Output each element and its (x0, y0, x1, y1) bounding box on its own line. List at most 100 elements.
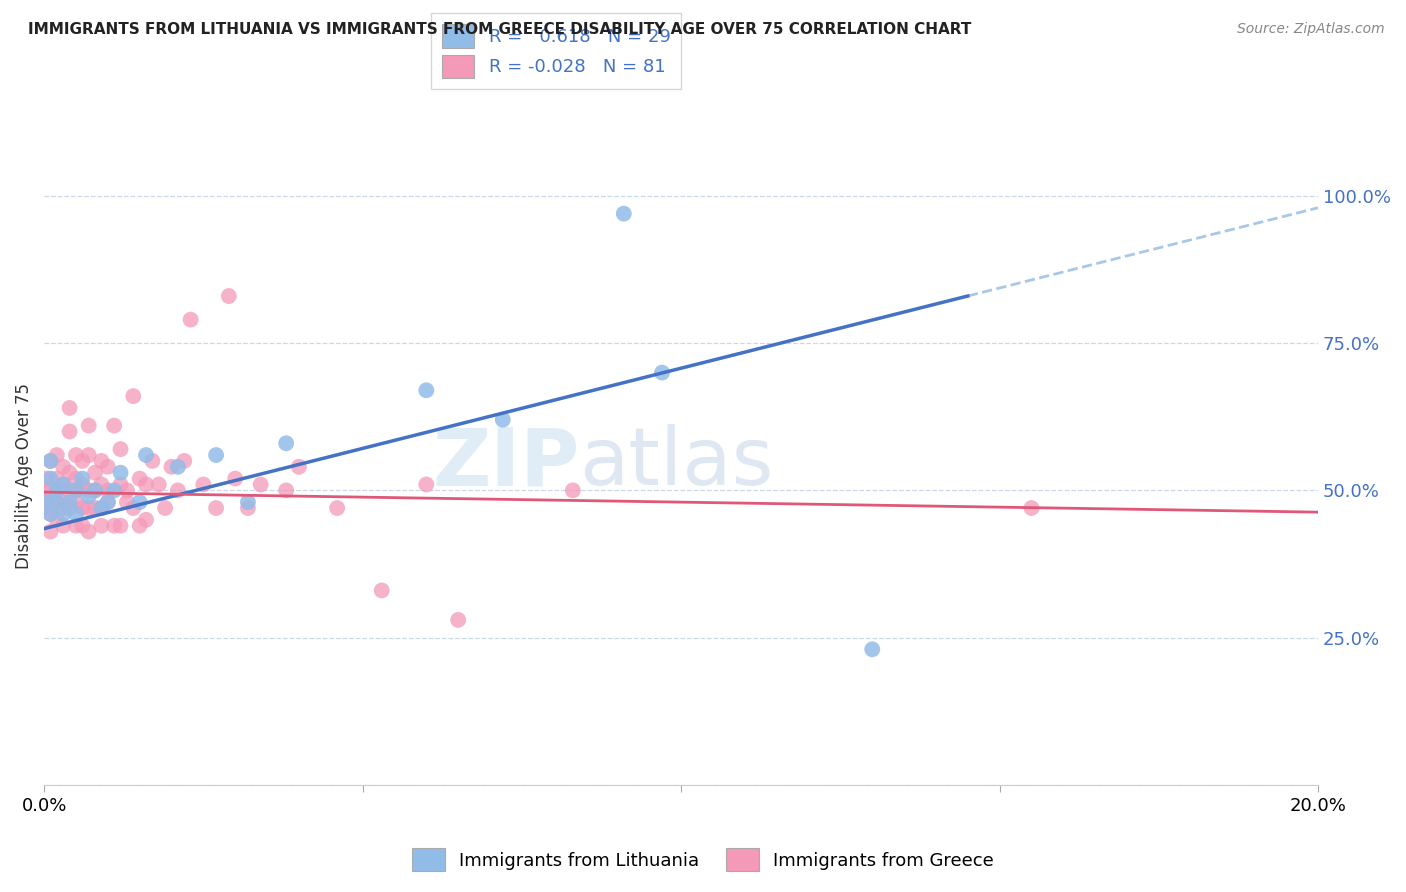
Point (39, 472, 62, 486)
Text: Source: ZipAtlas.com: Source: ZipAtlas.com (1237, 22, 1385, 37)
Point (65, 518, 87, 533)
Point (167, 483, 190, 498)
Point (77, 448, 100, 462)
Point (97, 459, 120, 474)
Point (52, 459, 75, 474)
Point (153, 501, 176, 516)
Point (45, 483, 67, 498)
Point (447, 613, 470, 627)
Point (77, 483, 100, 498)
Point (39, 483, 62, 498)
Point (110, 518, 132, 533)
Point (103, 418, 125, 433)
Point (45, 472, 67, 486)
Point (193, 477, 215, 491)
Point (103, 483, 125, 498)
Y-axis label: Disability Age Over 75: Disability Age Over 75 (15, 383, 32, 568)
Point (58, 501, 80, 516)
Point (84, 466, 107, 480)
Point (52, 495, 75, 509)
Legend: R =   0.618   N = 29, R = -0.028   N = 81: R = 0.618 N = 29, R = -0.028 N = 81 (430, 13, 682, 89)
Point (128, 518, 150, 533)
Point (77, 501, 100, 516)
Point (45, 483, 67, 498)
Point (492, 413, 515, 427)
Point (218, 289, 240, 303)
Point (224, 472, 246, 486)
Point (77, 489, 100, 503)
Point (58, 425, 80, 439)
Point (37, 501, 59, 516)
Point (180, 312, 202, 326)
Point (110, 442, 132, 457)
Point (65, 483, 87, 498)
Point (58, 401, 80, 415)
Text: atlas: atlas (579, 425, 773, 502)
Point (90, 501, 112, 516)
Legend: Immigrants from Lithuania, Immigrants from Greece: Immigrants from Lithuania, Immigrants fr… (405, 841, 1001, 879)
Point (52, 501, 75, 516)
Point (52, 518, 75, 533)
Point (97, 495, 120, 509)
Point (613, 207, 636, 221)
Point (415, 384, 437, 398)
Point (135, 477, 157, 491)
Point (90, 501, 112, 516)
Point (276, 483, 298, 498)
Point (45, 448, 67, 462)
Point (167, 459, 190, 474)
Point (39, 454, 62, 468)
Point (52, 477, 75, 491)
Point (276, 436, 298, 450)
Point (39, 454, 62, 468)
Point (58, 466, 80, 480)
Point (122, 501, 145, 516)
Point (35, 472, 58, 486)
Point (39, 507, 62, 521)
Point (84, 483, 107, 498)
Point (141, 454, 163, 468)
Point (97, 483, 120, 498)
Point (326, 501, 349, 516)
Point (1021, 501, 1043, 516)
Point (236, 501, 259, 516)
Point (84, 483, 107, 498)
Point (65, 448, 87, 462)
Point (37, 495, 59, 509)
Text: ZIP: ZIP (432, 425, 579, 502)
Point (128, 495, 150, 509)
Point (205, 501, 228, 516)
Point (651, 366, 673, 380)
Point (103, 518, 125, 533)
Point (52, 507, 75, 521)
Point (561, 483, 583, 498)
Point (90, 518, 112, 533)
Point (110, 477, 132, 491)
Point (148, 477, 170, 491)
Point (173, 454, 195, 468)
Point (135, 448, 157, 462)
Point (90, 477, 112, 491)
Point (39, 524, 62, 539)
Point (110, 466, 132, 480)
Point (236, 495, 259, 509)
Point (115, 495, 138, 509)
Point (122, 389, 145, 403)
Point (115, 483, 138, 498)
Point (45, 495, 67, 509)
Point (35, 495, 58, 509)
Point (65, 483, 87, 498)
Point (72, 477, 94, 491)
Point (65, 507, 87, 521)
Point (90, 454, 112, 468)
Point (65, 495, 87, 509)
Point (370, 583, 392, 598)
Point (84, 501, 107, 516)
Point (72, 472, 94, 486)
Point (97, 495, 120, 509)
Point (135, 513, 157, 527)
Point (205, 448, 228, 462)
Point (128, 472, 150, 486)
Point (72, 454, 94, 468)
Point (65, 472, 87, 486)
